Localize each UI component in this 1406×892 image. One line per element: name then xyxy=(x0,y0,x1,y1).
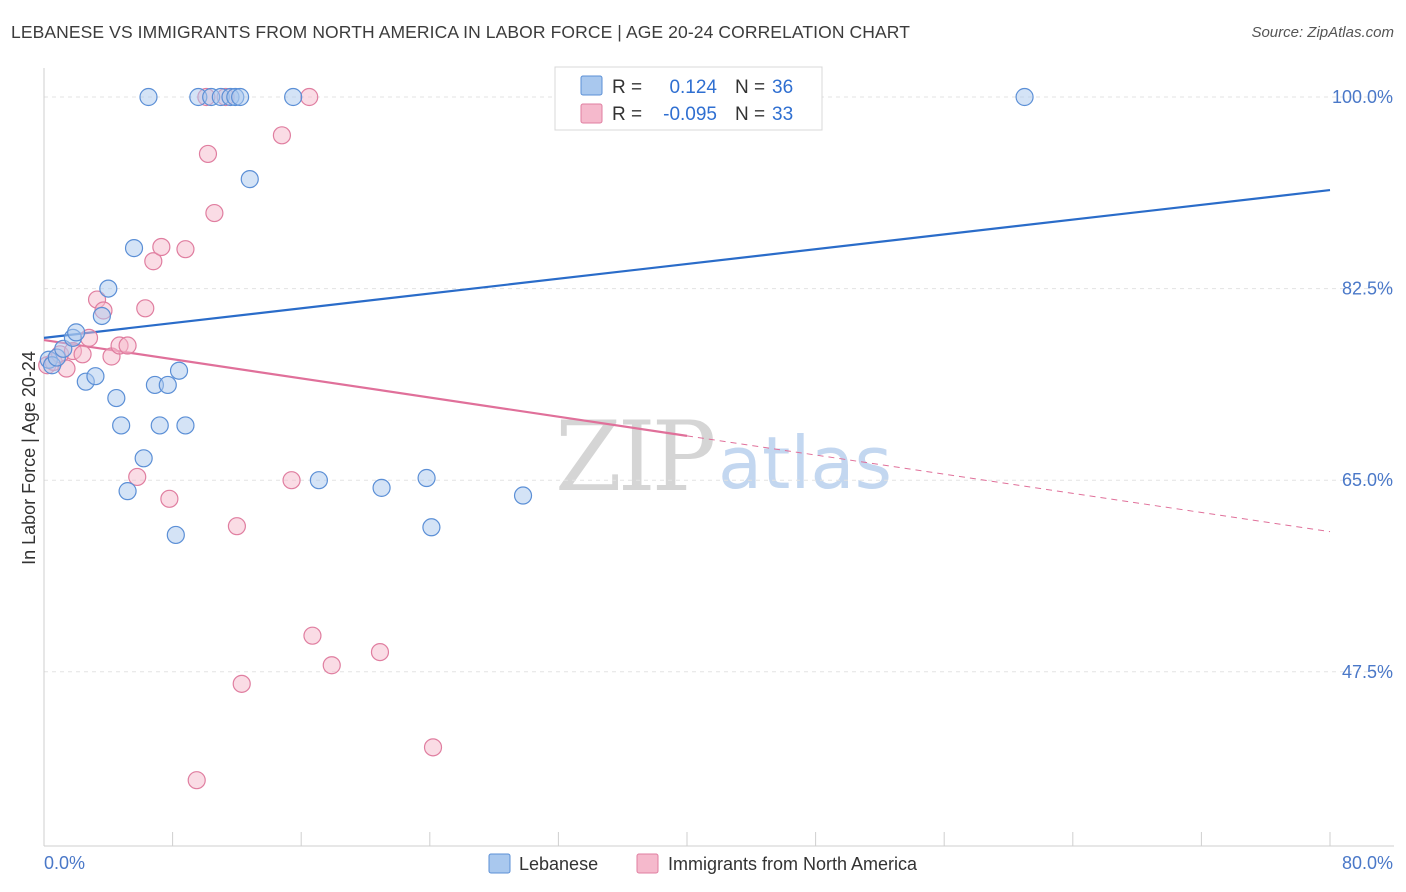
chart-title: LEBANESE VS IMMIGRANTS FROM NORTH AMERIC… xyxy=(11,22,911,42)
y-tick-label: 82.5% xyxy=(1342,279,1393,299)
x-tick-label-min: 0.0% xyxy=(44,853,85,873)
point-lebanese xyxy=(513,486,533,505)
point-lebanese xyxy=(1015,87,1034,107)
source-credit: Source: ZipAtlas.com xyxy=(1251,24,1394,41)
y-axis-title: In Labor Force | Age 20-24 xyxy=(19,351,39,565)
point-lebanese xyxy=(134,449,153,468)
point-lebanese xyxy=(158,375,177,395)
point-immigrants xyxy=(136,299,155,318)
point-immigrants xyxy=(176,240,195,259)
point-lebanese xyxy=(92,306,111,326)
trend-lines xyxy=(43,188,1331,533)
point-immigrants xyxy=(152,237,171,257)
series-legend-swatch-immigrants xyxy=(636,853,659,874)
point-lebanese xyxy=(417,468,436,488)
point-lebanese xyxy=(240,170,259,189)
point-lebanese xyxy=(67,323,86,342)
watermark-atlas: atlas xyxy=(718,421,892,505)
series-legend-label-immigrants: Immigrants from North America xyxy=(668,854,918,874)
point-immigrants xyxy=(272,126,292,145)
point-lebanese xyxy=(422,518,441,537)
axes xyxy=(43,68,1394,847)
point-immigrants xyxy=(118,336,137,355)
point-lebanese xyxy=(118,482,137,501)
trend-line-dashed-1 xyxy=(686,435,1331,533)
point-lebanese xyxy=(372,478,391,497)
point-lebanese xyxy=(112,416,131,435)
legend-r-value: -0.095 xyxy=(663,104,717,125)
point-lebanese xyxy=(139,87,158,107)
point-immigrants xyxy=(232,674,251,693)
point-lebanese xyxy=(284,87,303,107)
legend-n-value: 33 xyxy=(772,104,793,125)
point-immigrants xyxy=(300,87,319,107)
point-immigrants xyxy=(370,642,390,662)
point-immigrants xyxy=(144,252,163,271)
y-tick-label: 100.0% xyxy=(1332,87,1393,107)
point-lebanese xyxy=(231,87,250,107)
point-lebanese xyxy=(86,367,105,386)
point-immigrants xyxy=(160,489,179,508)
point-lebanese xyxy=(124,238,144,258)
point-immigrants xyxy=(282,471,301,490)
y-tick-label: 65.0% xyxy=(1342,470,1393,490)
point-immigrants xyxy=(73,345,92,364)
point-lebanese xyxy=(107,388,126,408)
legend-swatch-immigrants xyxy=(580,103,603,124)
point-lebanese xyxy=(169,361,189,380)
point-immigrants xyxy=(227,517,246,536)
trend-line-1 xyxy=(43,338,688,437)
legend-r-value: 0.124 xyxy=(669,77,717,98)
point-immigrants xyxy=(423,738,443,757)
y-tick-label: 47.5% xyxy=(1342,662,1393,682)
point-lebanese xyxy=(166,525,185,545)
correlation-legend: R = 0.124 N = 36 R = -0.095 N = 33 xyxy=(554,66,823,131)
y-tick-labels: 47.5% 65.0% 82.5% 100.0% xyxy=(1332,87,1393,682)
point-immigrants xyxy=(322,656,341,675)
legend-r-label: R = xyxy=(612,77,642,98)
point-lebanese xyxy=(150,416,169,435)
point-immigrants xyxy=(303,626,322,645)
series-legend: Lebanese Immigrants from North America xyxy=(488,853,918,874)
legend-n-label: N = xyxy=(735,104,765,125)
point-lebanese xyxy=(176,416,195,435)
point-immigrants xyxy=(205,203,224,223)
point-immigrants xyxy=(128,467,147,487)
legend-n-value: 36 xyxy=(772,77,793,98)
watermark-zip: ZIP xyxy=(555,401,714,513)
x-tick-label-max: 80.0% xyxy=(1342,853,1393,873)
legend-n-label: N = xyxy=(735,77,765,98)
series-legend-swatch-lebanese xyxy=(488,853,511,874)
point-lebanese xyxy=(309,471,328,490)
point-immigrants xyxy=(198,144,218,164)
series-legend-label-lebanese: Lebanese xyxy=(519,854,598,874)
legend-r-label: R = xyxy=(612,104,642,125)
point-immigrants xyxy=(187,771,206,790)
legend-swatch-lebanese xyxy=(580,75,603,96)
point-lebanese xyxy=(99,279,118,298)
trend-line-0 xyxy=(43,188,1331,339)
